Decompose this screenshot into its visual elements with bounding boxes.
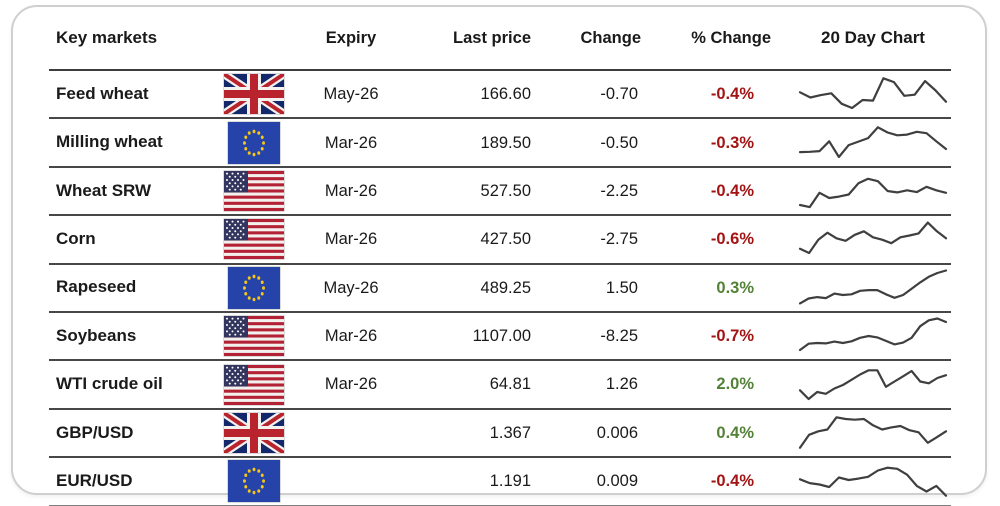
sparkline-chart bbox=[798, 368, 948, 400]
table-body: Feed wheat May-26 166.60 -0.70 -0.4% Mil… bbox=[49, 71, 951, 506]
market-summary-card: Key markets Expiry Last price Change % C… bbox=[11, 5, 987, 506]
pct-change-value: -0.4% bbox=[710, 181, 754, 200]
table-row: Wheat SRW Mar-26 527.50 -2.25 -0.4% bbox=[49, 168, 951, 217]
market-name: Milling wheat bbox=[56, 132, 163, 152]
column-header-expiry: Expiry bbox=[325, 28, 377, 47]
last-price-value: 527.50 bbox=[480, 181, 531, 200]
market-name: EUR/USD bbox=[56, 470, 133, 490]
change-value: -0.70 bbox=[600, 85, 638, 104]
us-flag-icon bbox=[224, 170, 284, 211]
sparkline-cell bbox=[771, 72, 951, 116]
market-name: Corn bbox=[56, 229, 96, 249]
us-flag-icon bbox=[224, 364, 284, 405]
sparkline-chart bbox=[798, 125, 948, 158]
expiry-value: Mar-26 bbox=[324, 327, 378, 346]
key-markets-table: Key markets Expiry Last price Change % C… bbox=[49, 7, 951, 506]
change-value: -2.75 bbox=[600, 230, 638, 249]
pct-change-value: 0.4% bbox=[716, 423, 754, 442]
expiry-value: May-26 bbox=[323, 278, 379, 297]
flag-cell bbox=[217, 74, 291, 114]
expiry-value: Mar-26 bbox=[324, 133, 378, 152]
table-row: GBP/USD 1.367 0.006 0.4% bbox=[49, 410, 951, 459]
eu-flag-icon bbox=[228, 266, 280, 309]
last-price-value: 1107.00 bbox=[472, 327, 531, 346]
flag-cell bbox=[217, 413, 291, 453]
expiry-value: May-26 bbox=[323, 85, 379, 104]
sparkline-chart bbox=[798, 221, 948, 255]
pct-change-value: -0.7% bbox=[710, 327, 754, 346]
market-name: GBP/USD bbox=[56, 422, 134, 442]
us-flag-icon bbox=[224, 219, 284, 260]
pct-change-value: -0.3% bbox=[710, 133, 754, 152]
last-price-value: 427.50 bbox=[480, 230, 531, 249]
column-header-last-price: Last price bbox=[453, 28, 531, 47]
sparkline-chart bbox=[798, 177, 948, 209]
last-price-value: 1.367 bbox=[489, 423, 531, 442]
flag-cell bbox=[217, 460, 291, 503]
sparkline-cell bbox=[771, 411, 951, 455]
change-value: -0.50 bbox=[600, 133, 638, 152]
market-name: Feed wheat bbox=[56, 83, 149, 103]
change-value: 1.26 bbox=[605, 375, 638, 394]
flag-cell bbox=[217, 170, 291, 211]
eu-flag-icon bbox=[228, 121, 280, 164]
column-header-pct-change: % Change bbox=[691, 28, 771, 47]
pct-change-value: 2.0% bbox=[716, 375, 754, 394]
flag-cell bbox=[217, 316, 291, 357]
expiry-value: Mar-26 bbox=[324, 375, 378, 394]
uk-flag-icon bbox=[224, 413, 284, 453]
table-row: EUR/USD 1.191 0.009 -0.4% bbox=[49, 458, 951, 506]
uk-flag-icon bbox=[224, 74, 284, 114]
table-row: Rapeseed May-26 489.25 1.50 0.3% bbox=[49, 265, 951, 313]
table-row: Corn Mar-26 427.50 -2.75 -0.6% bbox=[49, 216, 951, 265]
table-row: Feed wheat May-26 166.60 -0.70 -0.4% bbox=[49, 71, 951, 120]
flag-cell bbox=[217, 266, 291, 309]
sparkline-cell bbox=[771, 169, 951, 213]
sparkline-cell bbox=[771, 217, 951, 261]
eu-flag-icon bbox=[228, 460, 280, 503]
sparkline-chart bbox=[798, 416, 948, 449]
flag-cell bbox=[217, 121, 291, 164]
expiry-value: Mar-26 bbox=[324, 230, 378, 249]
change-value: 1.50 bbox=[605, 278, 638, 297]
column-header-key-markets: Key markets bbox=[56, 27, 158, 47]
table-header-row: Key markets Expiry Last price Change % C… bbox=[49, 7, 951, 71]
last-price-value: 1.191 bbox=[489, 472, 531, 491]
sparkline-cell bbox=[771, 266, 951, 310]
table-row: WTI crude oil Mar-26 64.81 1.26 2.0% bbox=[49, 361, 951, 410]
flag-cell bbox=[217, 219, 291, 260]
sparkline-cell bbox=[771, 459, 951, 503]
change-value: 0.009 bbox=[596, 472, 638, 491]
last-price-value: 166.60 bbox=[480, 85, 531, 104]
sparkline-cell bbox=[771, 363, 951, 407]
sparkline-cell bbox=[771, 314, 951, 358]
pct-change-value: 0.3% bbox=[716, 278, 754, 297]
market-name: Wheat SRW bbox=[56, 180, 152, 200]
change-value: -8.25 bbox=[600, 327, 638, 346]
flag-cell bbox=[217, 364, 291, 405]
market-name: Soybeans bbox=[56, 325, 137, 345]
last-price-value: 489.25 bbox=[480, 278, 531, 297]
last-price-value: 189.50 bbox=[480, 133, 531, 152]
pct-change-value: -0.4% bbox=[710, 472, 754, 491]
pct-change-value: -0.4% bbox=[710, 85, 754, 104]
market-name: Rapeseed bbox=[56, 277, 137, 297]
last-price-value: 64.81 bbox=[489, 375, 531, 394]
change-value: 0.006 bbox=[596, 423, 638, 442]
column-header-20-day-chart: 20 Day Chart bbox=[821, 27, 925, 47]
sparkline-chart bbox=[798, 269, 948, 305]
sparkline-chart bbox=[798, 77, 948, 110]
us-flag-icon bbox=[224, 316, 284, 357]
pct-change-value: -0.6% bbox=[710, 230, 754, 249]
sparkline-cell bbox=[771, 121, 951, 165]
market-name: WTI crude oil bbox=[56, 374, 163, 394]
sparkline-chart bbox=[798, 466, 948, 498]
table-row: Soybeans Mar-26 1107.00 -8.25 -0.7% bbox=[49, 313, 951, 362]
sparkline-chart bbox=[798, 317, 948, 352]
column-header-change: Change bbox=[580, 28, 641, 47]
table-row: Milling wheat Mar-26 189.50 -0.50 -0.3% bbox=[49, 119, 951, 168]
expiry-value: Mar-26 bbox=[324, 181, 378, 200]
change-value: -2.25 bbox=[600, 181, 638, 200]
